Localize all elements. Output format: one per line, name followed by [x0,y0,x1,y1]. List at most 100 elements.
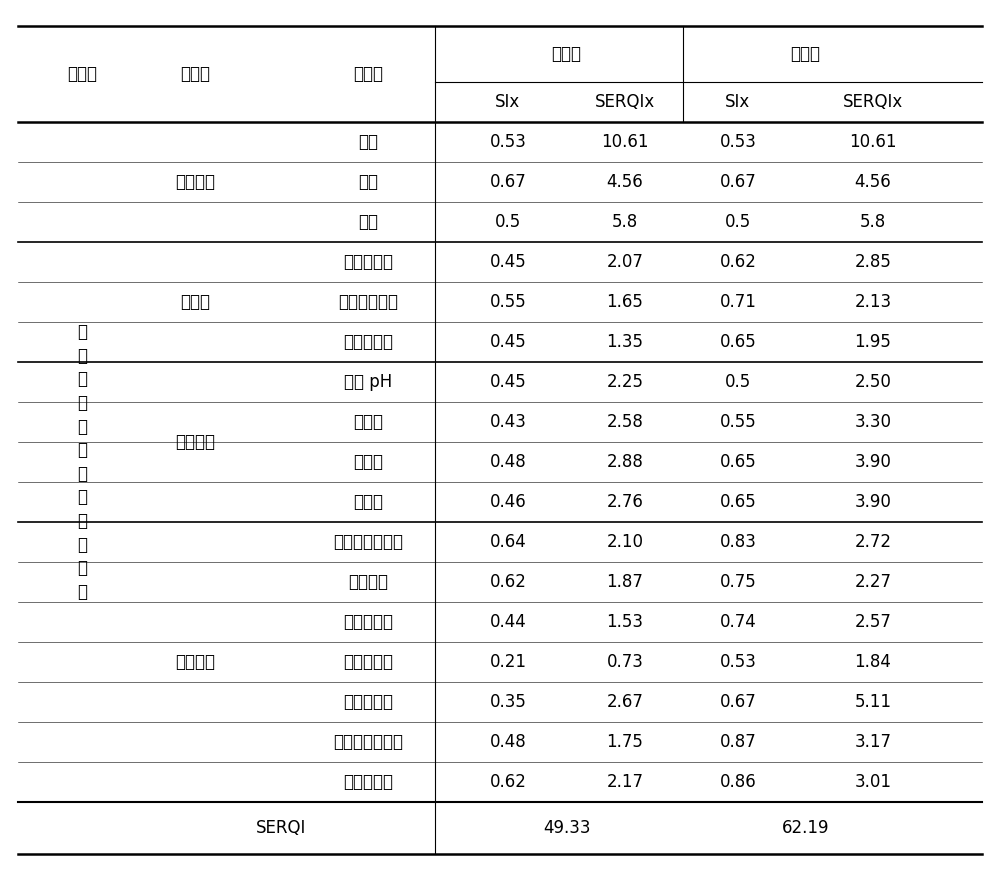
Text: 2.27: 2.27 [854,573,892,590]
Text: 5.8: 5.8 [612,213,638,231]
Text: 0.45: 0.45 [490,253,526,271]
Text: 坡面: 坡面 [358,213,378,231]
Text: 植被状况: 植被状况 [175,653,215,671]
Text: 1.53: 1.53 [606,612,644,631]
Text: 0.71: 0.71 [720,293,756,312]
Text: 0.64: 0.64 [490,533,526,551]
Text: 2.58: 2.58 [607,413,643,431]
Text: 3.17: 3.17 [854,733,892,751]
Text: 1.84: 1.84 [855,653,891,671]
Text: 0.55: 0.55 [720,413,756,431]
Text: 3.30: 3.30 [854,413,892,431]
Text: 10.61: 10.61 [849,133,897,151]
Text: SIx: SIx [725,93,751,112]
Text: 2.72: 2.72 [854,533,892,551]
Text: 0.86: 0.86 [720,773,756,790]
Text: 海拔: 海拔 [358,133,378,151]
Text: 0.62: 0.62 [720,253,756,271]
Text: 3.01: 3.01 [854,773,892,790]
Text: 地上生物量: 地上生物量 [343,612,393,631]
Text: 2.17: 2.17 [606,773,644,790]
Text: 2.50: 2.50 [855,373,891,391]
Text: 0.65: 0.65 [720,493,756,511]
Text: 0.45: 0.45 [490,373,526,391]
Text: 0.67: 0.67 [720,173,756,191]
Text: 0.53: 0.53 [720,653,756,671]
Text: 0.55: 0.55 [490,293,526,312]
Text: 1.87: 1.87 [607,573,643,590]
Text: 侵蚀性: 侵蚀性 [180,293,210,312]
Text: 0.46: 0.46 [490,493,526,511]
Text: 地下径流量: 地下径流量 [343,334,393,351]
Text: 1.35: 1.35 [606,334,644,351]
Text: 岩
质
边
坡
生
态
修
复
效
益
评
价: 岩 质 边 坡 生 态 修 复 效 益 评 价 [77,323,87,601]
Text: 0.73: 0.73 [607,653,643,671]
Text: 0.83: 0.83 [720,533,756,551]
Text: 0.48: 0.48 [490,453,526,471]
Text: SIx: SIx [495,93,521,112]
Text: 0.44: 0.44 [490,612,526,631]
Text: 外来物种覆盖率: 外来物种覆盖率 [333,733,403,751]
Text: 0.21: 0.21 [490,653,526,671]
Text: 4.56: 4.56 [855,173,891,191]
Text: 物种多样性: 物种多样性 [343,773,393,790]
Text: 2.10: 2.10 [606,533,644,551]
Text: 0.5: 0.5 [725,373,751,391]
Text: 2.13: 2.13 [854,293,892,312]
Text: 1.75: 1.75 [607,733,643,751]
Text: 土壤侵蚀量: 土壤侵蚀量 [343,253,393,271]
Text: 0.43: 0.43 [490,413,526,431]
Text: 0.53: 0.53 [720,133,756,151]
Text: 3.90: 3.90 [855,453,891,471]
Text: 1.95: 1.95 [855,334,891,351]
Text: 0.53: 0.53 [490,133,526,151]
Text: 叶绿素相对含量: 叶绿素相对含量 [333,533,403,551]
Text: 0.74: 0.74 [720,612,756,631]
Text: 坡度: 坡度 [358,173,378,191]
Text: 0.65: 0.65 [720,453,756,471]
Text: 地下生物量: 地下生物量 [343,653,393,671]
Text: 比叶面积: 比叶面积 [348,573,388,590]
Text: 62.19: 62.19 [782,818,829,837]
Text: 2.88: 2.88 [607,453,643,471]
Text: 0.65: 0.65 [720,334,756,351]
Text: 0.67: 0.67 [490,173,526,191]
Text: 硝态氮: 硝态氮 [353,413,383,431]
Text: 准则层: 准则层 [180,65,210,84]
Text: 0.35: 0.35 [490,693,526,711]
Text: 0.48: 0.48 [490,733,526,751]
Text: 0.45: 0.45 [490,334,526,351]
Text: SERQI: SERQI [256,818,307,837]
Text: 0.67: 0.67 [720,693,756,711]
Text: 5.11: 5.11 [854,693,892,711]
Text: 2.25: 2.25 [606,373,644,391]
Text: 土壤质量: 土壤质量 [175,433,215,451]
Text: 5.8: 5.8 [860,213,886,231]
Text: 0.5: 0.5 [495,213,521,231]
Text: 0.75: 0.75 [720,573,756,590]
Text: 调控前: 调控前 [552,46,582,63]
Text: 2.76: 2.76 [607,493,643,511]
Text: 调控后: 调控后 [790,46,820,63]
Text: 1.65: 1.65 [607,293,643,312]
Text: 10.61: 10.61 [601,133,649,151]
Text: 速效磷: 速效磷 [353,453,383,471]
Text: 地形地貌: 地形地貌 [175,173,215,191]
Text: 土壤侵蚀速率: 土壤侵蚀速率 [338,293,398,312]
Text: 4.56: 4.56 [607,173,643,191]
Text: 2.57: 2.57 [855,612,891,631]
Text: 土壤 pH: 土壤 pH [344,373,392,391]
Text: 49.33: 49.33 [543,818,590,837]
Text: 0.5: 0.5 [725,213,751,231]
Text: 速效钾: 速效钾 [353,493,383,511]
Text: SERQIx: SERQIx [843,93,903,112]
Text: 0.62: 0.62 [490,573,526,590]
Text: 2.85: 2.85 [855,253,891,271]
Text: 目标层: 目标层 [67,65,97,84]
Text: 0.87: 0.87 [720,733,756,751]
Text: 2.67: 2.67 [607,693,643,711]
Text: 0.62: 0.62 [490,773,526,790]
Text: 指标层: 指标层 [353,65,383,84]
Text: 2.07: 2.07 [607,253,643,271]
Text: SERQIx: SERQIx [595,93,655,112]
